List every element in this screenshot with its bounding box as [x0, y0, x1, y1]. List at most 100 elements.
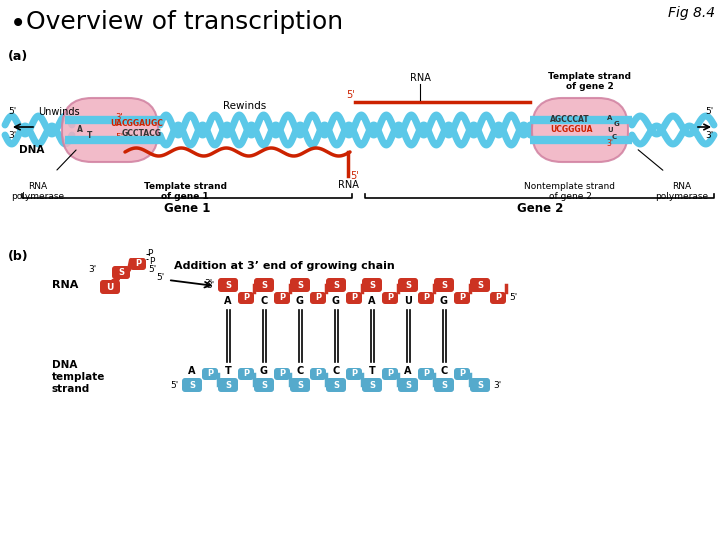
FancyBboxPatch shape: [274, 368, 290, 380]
Text: S: S: [477, 381, 483, 389]
Text: Gene 2: Gene 2: [517, 202, 563, 215]
FancyBboxPatch shape: [346, 292, 362, 304]
Text: P: P: [243, 294, 249, 302]
Text: C: C: [261, 296, 268, 306]
Text: Template strand
of gene 2: Template strand of gene 2: [549, 72, 631, 91]
Text: Overview of transcription: Overview of transcription: [26, 10, 343, 34]
FancyBboxPatch shape: [326, 378, 346, 392]
FancyBboxPatch shape: [434, 378, 454, 392]
Text: S: S: [405, 381, 411, 389]
FancyBboxPatch shape: [218, 378, 238, 392]
Text: S: S: [261, 381, 267, 389]
Text: S: S: [369, 280, 375, 289]
FancyBboxPatch shape: [182, 378, 202, 392]
Text: A: A: [404, 366, 412, 376]
Text: GCCTACG: GCCTACG: [122, 130, 162, 138]
FancyBboxPatch shape: [532, 98, 628, 162]
Text: •: •: [10, 10, 26, 38]
Text: S: S: [477, 280, 483, 289]
Text: P: P: [279, 369, 285, 379]
Text: S: S: [405, 280, 411, 289]
Text: 5': 5': [350, 171, 359, 181]
FancyBboxPatch shape: [382, 292, 398, 304]
FancyBboxPatch shape: [362, 278, 382, 292]
Text: C: C: [297, 366, 304, 376]
Text: S: S: [225, 280, 231, 289]
FancyBboxPatch shape: [398, 278, 418, 292]
Text: T: T: [369, 366, 375, 376]
FancyBboxPatch shape: [238, 368, 254, 380]
Text: 3': 3': [706, 131, 714, 139]
FancyBboxPatch shape: [310, 292, 326, 304]
Text: 3': 3': [115, 112, 122, 122]
FancyBboxPatch shape: [100, 280, 120, 294]
Text: 3': 3': [606, 139, 613, 148]
Text: A: A: [607, 115, 613, 121]
FancyBboxPatch shape: [470, 378, 490, 392]
Text: P: P: [423, 369, 429, 379]
Text: C: C: [333, 366, 340, 376]
Text: A: A: [77, 125, 83, 133]
FancyBboxPatch shape: [454, 368, 470, 380]
Text: P: P: [243, 369, 249, 379]
FancyBboxPatch shape: [490, 292, 506, 304]
Text: RNA
polymerase: RNA polymerase: [12, 182, 65, 201]
Text: G: G: [260, 366, 268, 376]
Text: AGCCCAT: AGCCCAT: [550, 116, 590, 125]
Text: P: P: [387, 294, 393, 302]
Text: DNA: DNA: [19, 145, 45, 155]
Text: S: S: [297, 280, 303, 289]
FancyBboxPatch shape: [418, 292, 434, 304]
Text: S: S: [441, 381, 447, 389]
Text: P: P: [315, 294, 321, 302]
FancyBboxPatch shape: [130, 258, 146, 270]
Text: 3': 3': [493, 381, 501, 389]
FancyBboxPatch shape: [274, 292, 290, 304]
Text: P: P: [423, 294, 429, 302]
FancyBboxPatch shape: [254, 278, 274, 292]
Text: 5': 5': [509, 294, 517, 302]
Text: 5': 5': [148, 265, 156, 273]
Text: 3': 3': [8, 131, 17, 139]
Text: S: S: [297, 381, 303, 389]
Text: G: G: [440, 296, 448, 306]
Text: 5': 5': [157, 273, 165, 282]
FancyBboxPatch shape: [290, 378, 310, 392]
Text: T: T: [225, 366, 231, 376]
Text: C: C: [611, 134, 616, 140]
FancyBboxPatch shape: [418, 368, 434, 380]
Text: (b): (b): [8, 250, 29, 263]
Text: Gene 1: Gene 1: [164, 202, 210, 215]
Text: P: P: [148, 249, 153, 259]
FancyBboxPatch shape: [382, 368, 398, 380]
Text: Rewinds: Rewinds: [223, 101, 266, 111]
Text: 5': 5': [116, 133, 124, 143]
Text: 3': 3': [89, 266, 97, 274]
Text: S: S: [333, 381, 339, 389]
Text: 5': 5': [171, 381, 179, 389]
Text: S: S: [369, 381, 375, 389]
Text: C: C: [441, 366, 448, 376]
Text: 3': 3': [207, 280, 215, 289]
Text: CGGAUGC: CGGAUGC: [122, 119, 164, 129]
Text: S: S: [261, 280, 267, 289]
Text: Template strand
of gene 1: Template strand of gene 1: [143, 182, 227, 201]
Text: Fig 8.4: Fig 8.4: [668, 6, 715, 20]
Text: DNA
template
strand: DNA template strand: [52, 360, 105, 394]
Text: Addition at 3’ end of growing chain: Addition at 3’ end of growing chain: [174, 261, 395, 271]
FancyBboxPatch shape: [218, 278, 238, 292]
Text: 5': 5': [346, 90, 355, 100]
Text: S: S: [189, 381, 195, 389]
Text: UA: UA: [110, 119, 122, 129]
Text: UCGGGUA: UCGGGUA: [550, 125, 593, 133]
Text: RNA
polymerase: RNA polymerase: [655, 182, 708, 201]
Text: RNA: RNA: [410, 73, 431, 83]
Text: U: U: [107, 282, 114, 292]
Text: P: P: [351, 294, 357, 302]
Text: S: S: [118, 268, 124, 277]
FancyBboxPatch shape: [346, 368, 362, 380]
Text: P: P: [495, 294, 501, 302]
FancyBboxPatch shape: [62, 98, 158, 162]
FancyBboxPatch shape: [434, 278, 454, 292]
FancyBboxPatch shape: [238, 292, 254, 304]
